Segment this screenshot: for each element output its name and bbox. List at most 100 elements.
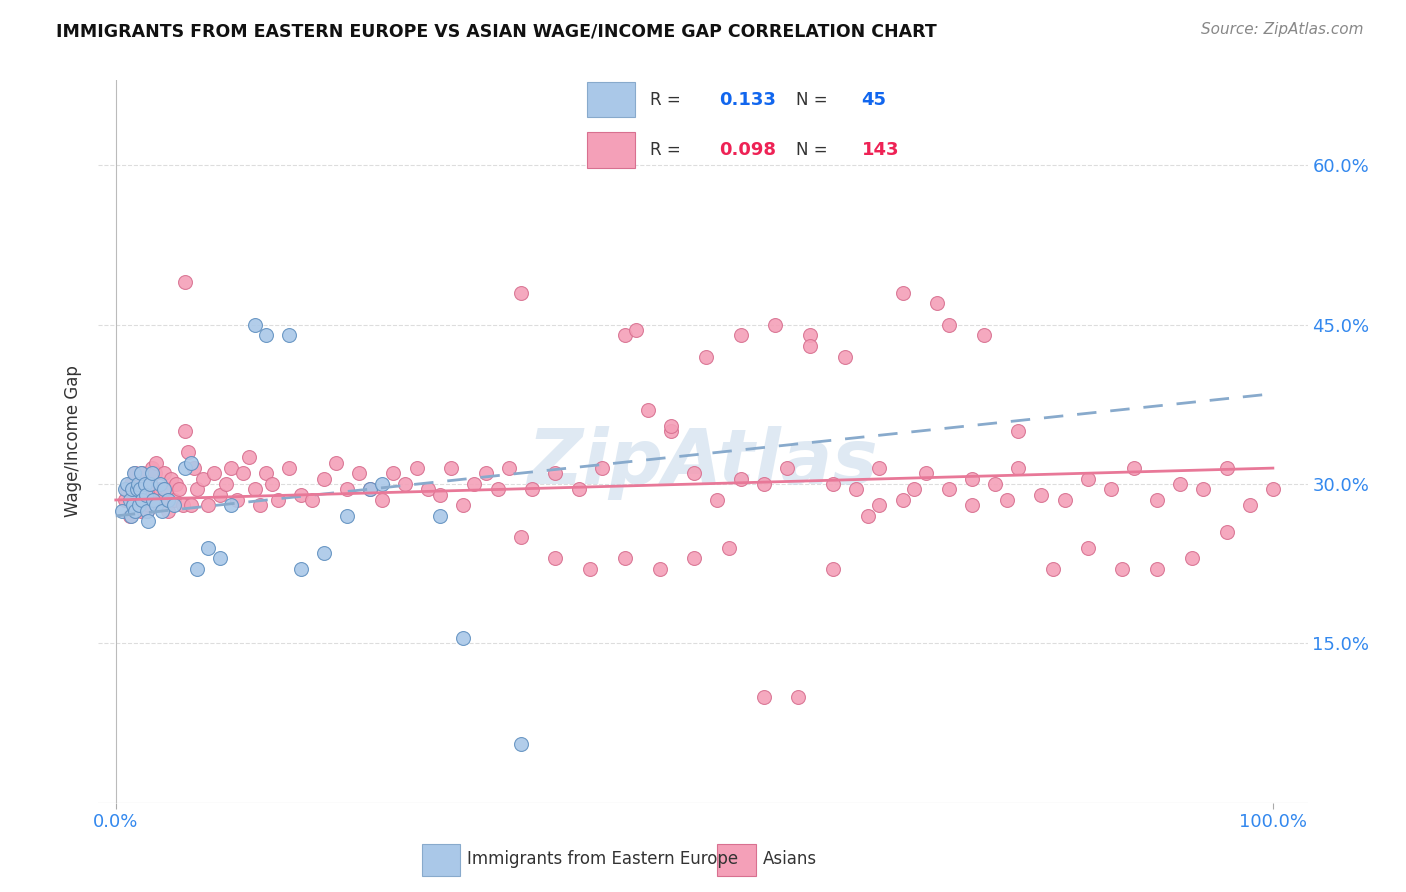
Point	[1146, 562, 1168, 576]
Point	[156, 483, 179, 497]
Bar	[717, 844, 756, 876]
Point	[418, 483, 440, 497]
Point	[903, 483, 925, 497]
Point	[139, 472, 162, 486]
Point	[695, 350, 717, 364]
Point	[579, 562, 602, 576]
Point	[347, 467, 370, 481]
Point	[1146, 493, 1168, 508]
Point	[127, 498, 149, 512]
Point	[110, 503, 132, 517]
Point	[730, 472, 752, 486]
Point	[799, 339, 821, 353]
Point	[336, 508, 359, 523]
Text: 0.098: 0.098	[718, 141, 776, 159]
Point	[451, 631, 474, 645]
Point	[117, 483, 139, 497]
Point	[180, 456, 202, 470]
Point	[290, 562, 312, 576]
Point	[509, 530, 531, 544]
Point	[1031, 488, 1053, 502]
Point	[429, 488, 451, 502]
Point	[180, 498, 202, 512]
Point	[186, 562, 208, 576]
Point	[150, 503, 173, 517]
Point	[142, 493, 165, 508]
Point	[995, 493, 1018, 508]
Point	[752, 690, 775, 704]
Point	[174, 461, 197, 475]
Point	[156, 493, 179, 508]
Point	[359, 483, 381, 497]
Point	[845, 483, 868, 497]
Point	[122, 498, 145, 512]
Text: 0.133: 0.133	[718, 91, 776, 109]
Point	[475, 467, 498, 481]
Point	[927, 296, 949, 310]
Point	[568, 483, 591, 497]
Point	[1077, 472, 1099, 486]
Point	[382, 467, 405, 481]
Text: N =: N =	[796, 141, 827, 159]
Point	[165, 477, 187, 491]
Point	[799, 328, 821, 343]
Point	[124, 467, 146, 481]
Point	[960, 498, 983, 512]
Point	[312, 472, 335, 486]
Point	[176, 445, 198, 459]
Text: R =: R =	[650, 91, 681, 109]
Point	[114, 483, 136, 497]
Point	[938, 483, 960, 497]
Point	[683, 551, 706, 566]
Point	[463, 477, 485, 491]
Text: N =: N =	[796, 91, 827, 109]
Point	[856, 508, 879, 523]
Point	[120, 508, 142, 523]
Point	[191, 472, 214, 486]
Point	[118, 493, 141, 508]
Point	[451, 498, 474, 512]
Point	[121, 483, 143, 497]
Point	[221, 461, 243, 475]
Point	[1007, 461, 1029, 475]
Point	[626, 323, 648, 337]
Point	[429, 508, 451, 523]
Point	[208, 551, 231, 566]
Point	[135, 488, 157, 502]
Point	[1099, 483, 1122, 497]
Point	[117, 477, 139, 491]
Point	[134, 477, 156, 491]
Point	[637, 402, 659, 417]
Point	[763, 318, 786, 332]
Text: IMMIGRANTS FROM EASTERN EUROPE VS ASIAN WAGE/INCOME GAP CORRELATION CHART: IMMIGRANTS FROM EASTERN EUROPE VS ASIAN …	[56, 22, 936, 40]
Point	[208, 488, 231, 502]
Point	[114, 493, 136, 508]
Point	[131, 467, 153, 481]
Point	[131, 493, 153, 508]
Point	[254, 328, 277, 343]
Point	[683, 467, 706, 481]
Point	[141, 461, 163, 475]
Point	[1042, 562, 1064, 576]
Point	[136, 503, 159, 517]
Point	[659, 424, 682, 438]
Point	[143, 467, 166, 481]
Text: Asians: Asians	[762, 849, 817, 868]
Point	[238, 450, 260, 465]
Point	[509, 285, 531, 300]
Point	[145, 456, 167, 470]
Point	[706, 493, 728, 508]
Point	[136, 514, 159, 528]
Point	[834, 350, 856, 364]
Point	[150, 493, 173, 508]
Point	[174, 424, 197, 438]
Point	[371, 477, 394, 491]
Point	[129, 483, 152, 497]
Point	[278, 328, 301, 343]
Point	[132, 493, 155, 508]
Point	[128, 483, 150, 497]
Point	[125, 488, 148, 502]
Point	[145, 498, 167, 512]
Bar	[588, 82, 636, 118]
Point	[278, 461, 301, 475]
